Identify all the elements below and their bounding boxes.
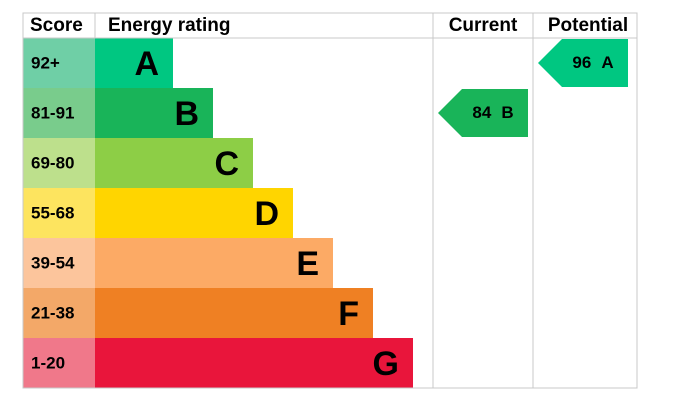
header-score: Score [30,15,83,36]
rating-letter: A [134,45,159,83]
frame [22,12,638,389]
current-label: 84 B [472,103,513,122]
potential-arrow [538,39,628,87]
score-cell [23,138,95,188]
potential-label: 96 A [572,53,613,72]
score-label: 81-91 [31,103,74,122]
rating-letter: C [214,145,239,183]
rating-letter: B [174,95,199,133]
rating-bar [95,138,253,188]
rating-letter: D [254,195,279,233]
score-cell [23,188,95,238]
rating-bar [95,238,333,288]
score-label: 1-20 [31,353,65,372]
score-label: 21-38 [31,303,74,322]
rating-bar [95,88,213,138]
header-current: Current [449,15,518,36]
score-label: 92+ [31,53,60,72]
current-letter: B [501,103,513,122]
score-label: 69-80 [31,153,74,172]
header-rating: Energy rating [108,15,230,36]
score-cell [23,338,95,388]
rating-letter: E [296,245,319,283]
header-potential: Potential [548,15,628,36]
score-cell [23,238,95,288]
rating-bar [95,288,373,338]
score-label: 39-54 [31,253,75,272]
rating-bar [95,338,413,388]
potential-letter: A [601,53,613,72]
score-cell [23,88,95,138]
current-arrow [438,89,528,137]
rating-letter: G [373,345,399,383]
rating-bar [95,188,293,238]
rating-bar [95,38,173,88]
current-value: 84 [472,103,491,122]
score-cell [23,38,95,88]
score-label: 55-68 [31,203,74,222]
potential-value: 96 [572,53,591,72]
rating-letter: F [338,295,359,333]
score-cell [23,288,95,338]
